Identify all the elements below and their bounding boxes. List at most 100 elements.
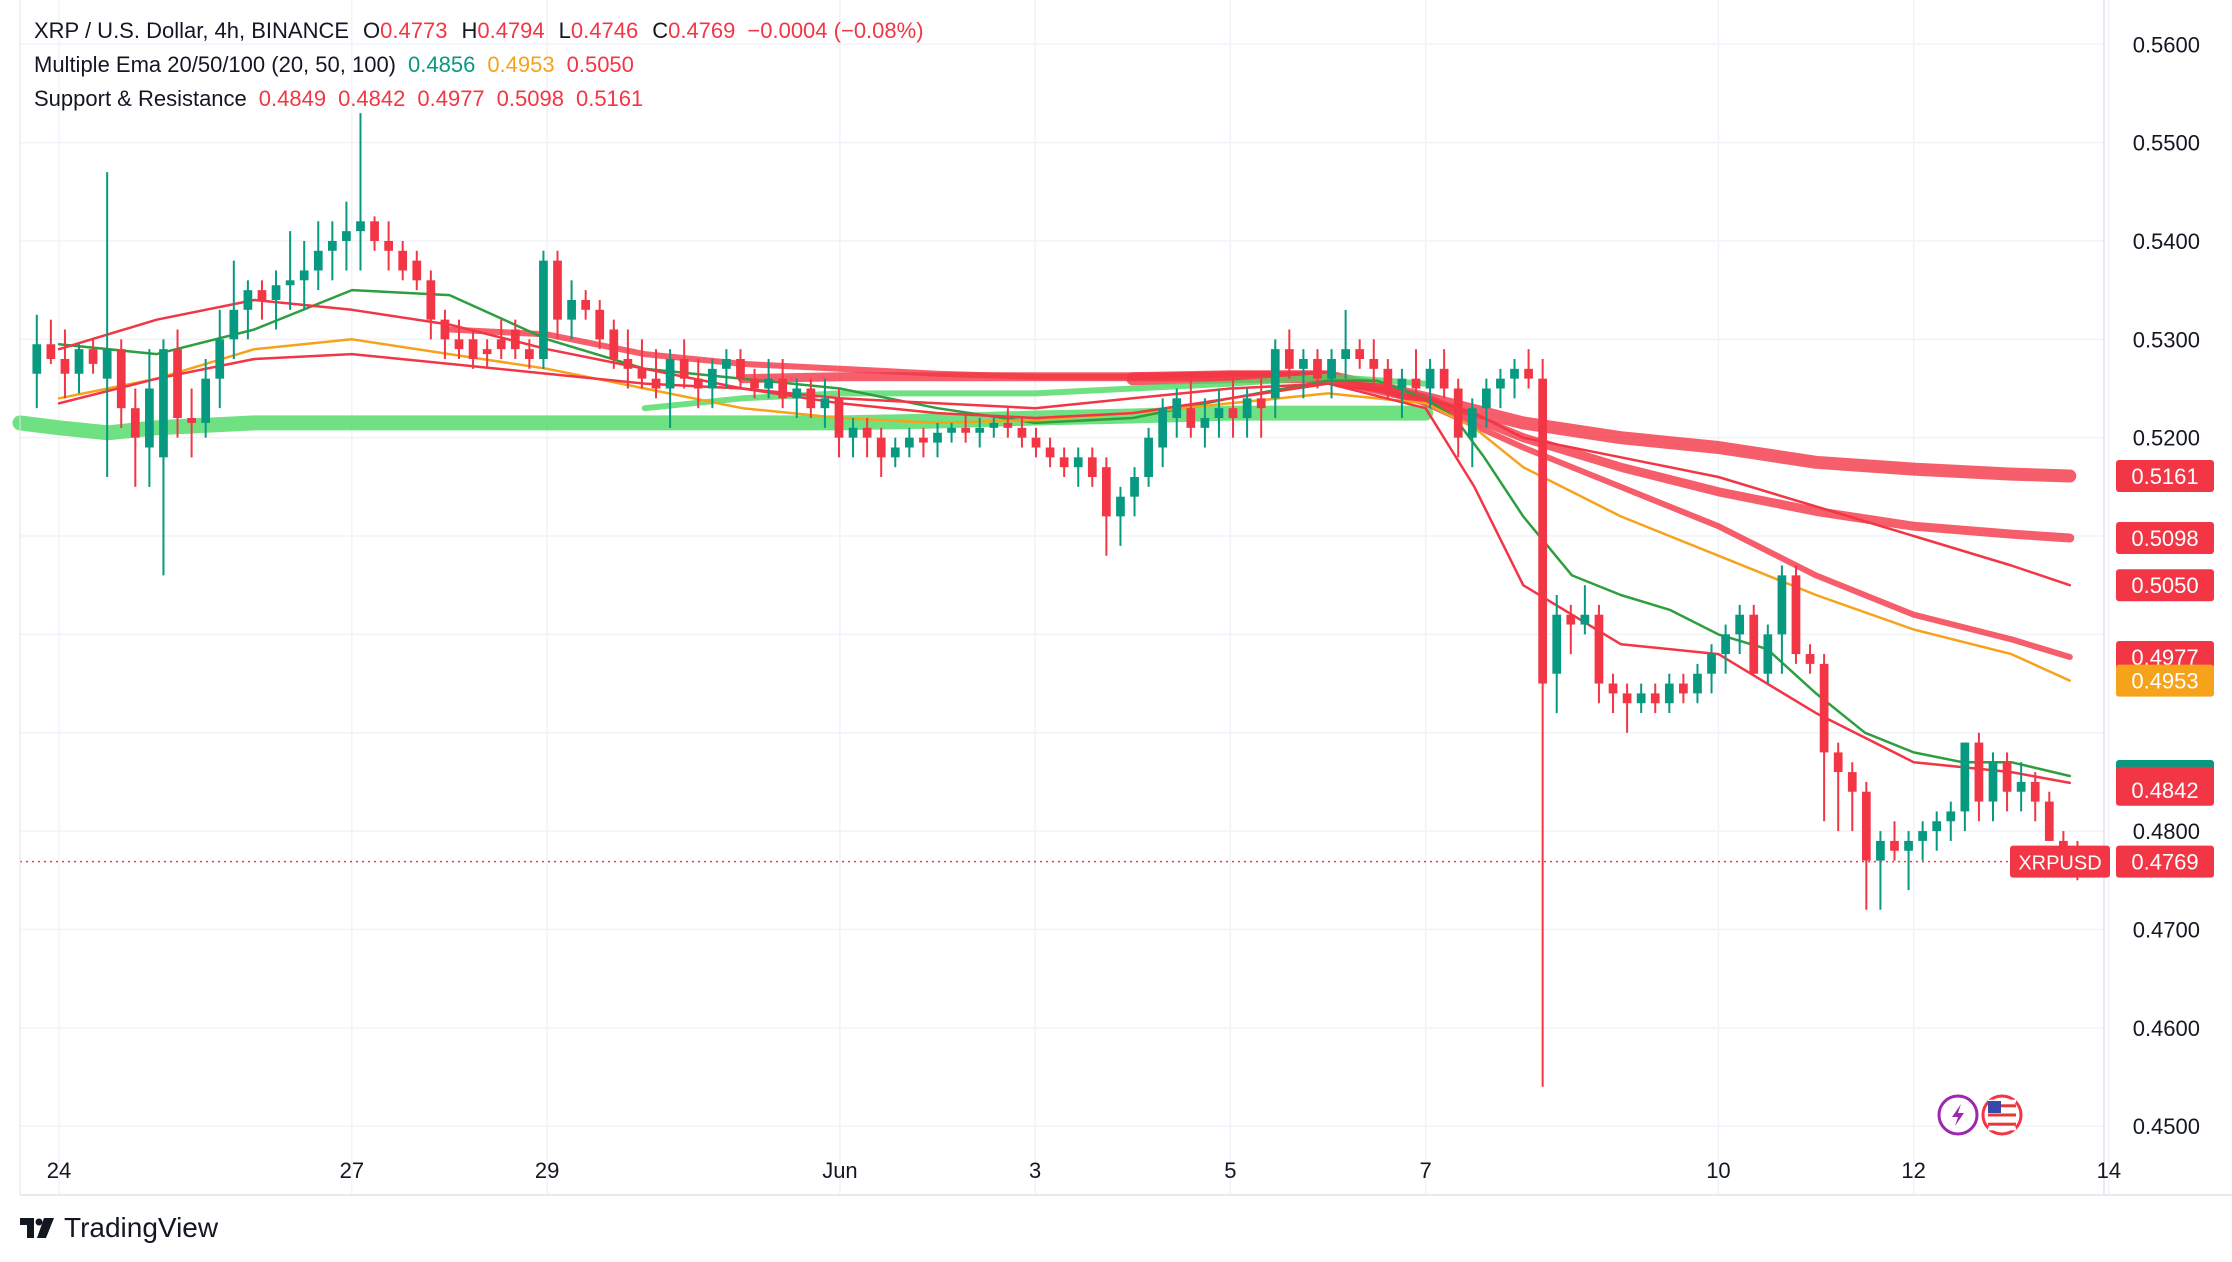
support-resistance-lines: [12, 326, 2077, 660]
candle-up: [665, 358, 675, 389]
price-label-text: 0.5161: [2131, 464, 2198, 489]
candle-up: [1707, 654, 1716, 674]
candle-down: [482, 349, 492, 355]
candle-down: [412, 260, 422, 281]
candle-up: [1918, 831, 1927, 841]
candle-down: [1031, 437, 1041, 448]
sr-value-2: 0.4842: [338, 86, 406, 111]
candle-up: [539, 260, 548, 359]
candle-down: [1566, 614, 1576, 625]
support-resistance-6-line: [641, 373, 1429, 412]
candle-down: [60, 358, 70, 374]
candle-down: [876, 437, 886, 458]
y-tick-label: 0.5300: [2133, 327, 2200, 352]
candle-up: [1299, 358, 1308, 369]
candle-down: [130, 408, 140, 438]
sr-value-5: 0.5161: [575, 86, 644, 111]
candle-up: [327, 240, 337, 251]
candle-down: [834, 398, 844, 438]
candle-down: [1833, 752, 1843, 773]
candle-up: [1904, 840, 1913, 851]
y-tick-label: 0.5400: [2133, 229, 2200, 254]
candle-down: [961, 427, 971, 433]
candle-up: [1341, 349, 1350, 359]
price-label-box: [2116, 845, 2214, 878]
candle-down: [581, 299, 591, 310]
candle-down: [736, 358, 745, 379]
candle-down: [1313, 358, 1322, 379]
candle-down: [1608, 683, 1618, 694]
candle-up: [285, 280, 295, 286]
flash-icon[interactable]: [1937, 1094, 1979, 1136]
ohlc-o-value: 0.4773: [380, 18, 448, 43]
price-label-text: 0.4953: [2131, 669, 2198, 694]
flag-canton: [1988, 1101, 2001, 1113]
candle-down: [1059, 457, 1069, 468]
grid: [20, 0, 2110, 1195]
candle-up: [2016, 781, 2026, 792]
ema-indicator-name: Multiple Ema 20/50/100 (20, 50, 100): [34, 52, 397, 77]
candle-up: [1960, 742, 1970, 812]
candle-up: [1988, 762, 1998, 802]
candle-up: [32, 344, 42, 374]
candle-down: [1650, 693, 1660, 704]
candle-down: [1791, 575, 1801, 655]
candle-down: [1524, 368, 1533, 379]
candle-down: [778, 378, 788, 399]
candle-down: [1284, 349, 1294, 369]
y-tick-label: 0.4700: [2133, 917, 2200, 942]
candle-down: [1369, 358, 1379, 369]
candle-up: [1496, 378, 1505, 389]
candle-down: [88, 349, 98, 364]
candle-up: [989, 422, 999, 428]
candle-up: [1876, 840, 1885, 861]
candle-down: [553, 260, 562, 320]
support-resistance-1-line: [57, 298, 2072, 785]
candle-down: [525, 349, 534, 359]
candle-up: [1270, 349, 1280, 399]
candle-up: [1200, 418, 1210, 428]
tradingview-logo[interactable]: TradingView: [20, 1212, 218, 1244]
candle-up: [820, 398, 830, 409]
candle-up: [1158, 408, 1168, 448]
flash-icon-bolt: [1952, 1104, 1964, 1126]
candle-down: [693, 378, 703, 389]
candle-down: [1805, 654, 1815, 664]
us-flag-icon[interactable]: [1981, 1094, 2023, 1136]
candle-down: [1749, 614, 1759, 674]
candle-down: [750, 378, 759, 389]
price-label-box: [2116, 569, 2214, 602]
candle-up: [1777, 575, 1787, 635]
candle-down: [454, 339, 464, 350]
ohlc-c-key: C: [652, 18, 669, 43]
candles: [32, 113, 2082, 1087]
candle-up: [1721, 634, 1730, 655]
legend-sr-row[interactable]: Support & Resistance 0.4849 0.4842 0.497…: [34, 82, 936, 116]
candle-down: [510, 329, 520, 350]
candle-up: [201, 378, 211, 423]
sr-value-1: 0.4849: [258, 86, 327, 111]
x-tick-label: Jun: [822, 1158, 857, 1183]
symbol-tag-text: XRPUSD: [2018, 853, 2101, 875]
symbol-title: XRP / U.S. Dollar, 4h, BINANCE: [34, 18, 350, 43]
price-label-box: [2116, 773, 2214, 806]
candle-up: [1636, 693, 1646, 704]
candle-down: [257, 290, 267, 300]
candle-down: [1017, 427, 1027, 438]
ohlc-h-key: H: [461, 18, 478, 43]
legend: XRP / U.S. Dollar, 4h, BINANCE O 0.4773 H…: [34, 14, 936, 116]
price-label-box: [2116, 664, 2214, 697]
flag-stripe: [1988, 1118, 2016, 1122]
tradingview-logo-icon: [20, 1218, 54, 1238]
candle-up: [707, 368, 717, 389]
y-tick-label: 0.5600: [2133, 32, 2200, 57]
ohlc-o-key: O: [363, 18, 381, 43]
ohlc-h-value: 0.4794: [477, 18, 545, 43]
candle-up: [792, 388, 802, 399]
candle-down: [1538, 378, 1548, 684]
legend-ema-row[interactable]: Multiple Ema 20/50/100 (20, 50, 100) 0.4…: [34, 48, 936, 82]
x-tick-label: 5: [1224, 1158, 1236, 1183]
candle-down: [1622, 693, 1632, 704]
price-label-text: 0.5050: [2131, 573, 2198, 598]
